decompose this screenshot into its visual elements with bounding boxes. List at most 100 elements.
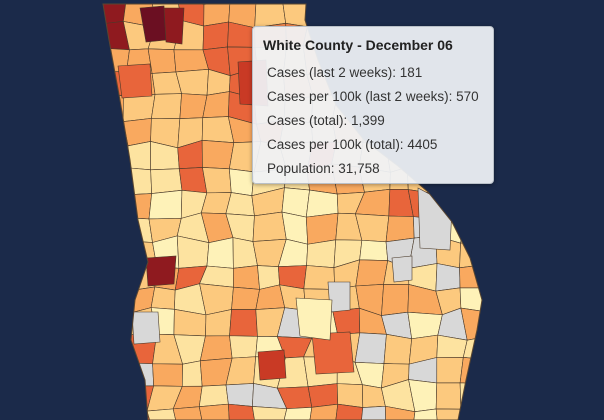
county-area[interactable]: [181, 360, 203, 387]
county-area[interactable]: [121, 217, 153, 243]
county-area[interactable]: [229, 168, 255, 197]
county-area[interactable]: [332, 307, 361, 336]
county-area[interactable]: [435, 382, 462, 410]
county-area[interactable]: [383, 333, 413, 365]
county-area[interactable]: [229, 335, 258, 359]
county-area[interactable]: [124, 362, 154, 387]
county-area[interactable]: [459, 357, 490, 385]
county-area[interactable]: [252, 406, 288, 420]
county-area[interactable]: [99, 334, 130, 364]
county-area[interactable]: [311, 331, 355, 375]
tooltip-cases-per-100k-2wk: Cases per 100k (last 2 weeks): 570: [267, 89, 479, 104]
county-area[interactable]: [385, 405, 416, 420]
county-area[interactable]: [96, 311, 130, 337]
county-area[interactable]: [385, 0, 413, 29]
county-area[interactable]: [307, 403, 339, 420]
county-area[interactable]: [306, 239, 337, 268]
county-area[interactable]: [148, 189, 183, 220]
county-area[interactable]: [233, 265, 260, 290]
county-tooltip: White County - December 06 Cases (last 2…: [252, 26, 494, 184]
county-area[interactable]: [202, 167, 232, 194]
county-area[interactable]: [459, 263, 495, 289]
county-area[interactable]: [391, 255, 413, 283]
county-area[interactable]: [173, 49, 209, 73]
county-area[interactable]: [98, 239, 123, 265]
county-area[interactable]: [127, 193, 153, 220]
county-area[interactable]: [131, 311, 161, 345]
county-area[interactable]: [307, 383, 339, 408]
county-area[interactable]: [99, 359, 127, 387]
county-area[interactable]: [257, 349, 287, 381]
county-area[interactable]: [435, 408, 465, 420]
county-area[interactable]: [117, 63, 153, 99]
county-area[interactable]: [411, 408, 439, 420]
county-area[interactable]: [435, 263, 461, 292]
county-area[interactable]: [199, 335, 233, 362]
county-area[interactable]: [150, 168, 183, 194]
county-area[interactable]: [96, 287, 132, 314]
county-area[interactable]: [252, 211, 287, 242]
tooltip-cases-2wk: Cases (last 2 weeks): 181: [267, 65, 423, 80]
county-area[interactable]: [336, 383, 364, 408]
county-area[interactable]: [434, 0, 469, 28]
county-area[interactable]: [145, 255, 177, 287]
county-area[interactable]: [150, 286, 176, 310]
county-area[interactable]: [175, 68, 209, 96]
county-area[interactable]: [436, 357, 464, 384]
county-area[interactable]: [152, 363, 183, 387]
county-area[interactable]: [96, 95, 124, 122]
tooltip-title: White County - December 06: [263, 37, 453, 53]
county-area[interactable]: [357, 2, 387, 29]
county-area[interactable]: [330, 2, 361, 24]
county-area[interactable]: [101, 383, 130, 409]
county-area[interactable]: [100, 407, 130, 420]
county-area[interactable]: [179, 93, 208, 120]
county-area[interactable]: [411, 0, 439, 27]
county-area[interactable]: [198, 403, 231, 420]
county-area[interactable]: [125, 167, 152, 195]
county-area[interactable]: [163, 7, 185, 45]
county-area[interactable]: [202, 91, 230, 119]
county-area[interactable]: [359, 239, 389, 261]
county-area[interactable]: [96, 167, 132, 195]
county-area[interactable]: [122, 93, 156, 122]
county-area[interactable]: [459, 287, 494, 313]
county-area[interactable]: [228, 403, 257, 420]
county-area[interactable]: [417, 187, 453, 251]
county-area[interactable]: [198, 384, 229, 408]
county-area[interactable]: [359, 405, 387, 420]
county-area[interactable]: [98, 260, 132, 291]
county-area[interactable]: [305, 189, 339, 218]
county-area[interactable]: [178, 167, 208, 194]
county-area[interactable]: [225, 383, 254, 407]
county-area[interactable]: [102, 191, 132, 219]
tooltip-population: Population: 31,758: [267, 161, 380, 176]
county-area[interactable]: [459, 239, 490, 269]
county-area[interactable]: [231, 286, 260, 310]
county-area[interactable]: [460, 215, 492, 244]
tooltip-cases-per-100k-total: Cases per 100k (total): 4405: [267, 137, 438, 152]
county-area[interactable]: [463, 0, 490, 28]
county-area[interactable]: [206, 237, 234, 269]
county-area[interactable]: [295, 297, 333, 341]
county-area[interactable]: [355, 259, 389, 287]
county-area[interactable]: [147, 48, 177, 74]
county-area[interactable]: [96, 143, 129, 169]
county-area[interactable]: [201, 140, 235, 170]
county-area[interactable]: [202, 21, 229, 51]
county-area[interactable]: [98, 215, 129, 242]
county-area[interactable]: [305, 212, 339, 245]
county-area[interactable]: [281, 406, 313, 420]
county-area[interactable]: [381, 284, 410, 316]
county-area[interactable]: [229, 309, 258, 337]
county-area[interactable]: [306, 2, 335, 28]
county-area[interactable]: [151, 93, 182, 120]
county-area[interactable]: [461, 190, 494, 218]
county-area[interactable]: [225, 192, 255, 217]
county-area[interactable]: [172, 406, 205, 420]
county-area[interactable]: [407, 311, 443, 340]
county-area[interactable]: [460, 407, 490, 420]
county-area[interactable]: [354, 332, 387, 364]
county-area[interactable]: [385, 215, 415, 243]
county-area[interactable]: [460, 307, 490, 341]
